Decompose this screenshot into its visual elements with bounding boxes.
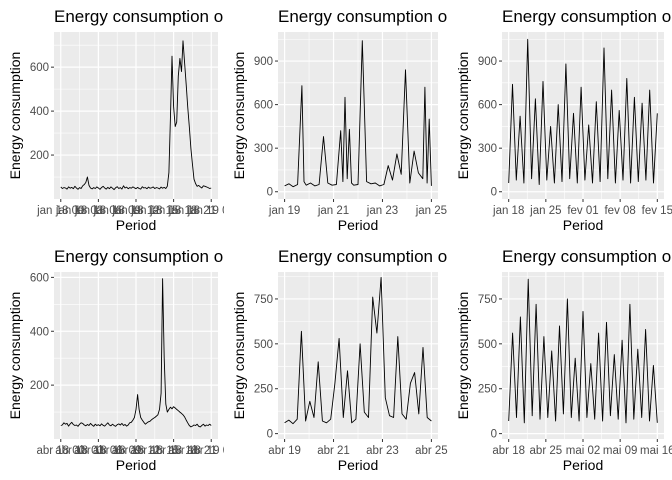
x-tick-label: jan 19 00: [187, 205, 224, 217]
x-tick-label: jan 18 18: [149, 205, 197, 217]
chart-svg-5: 0 250 500 750 abr 19 abr 21 abr 23 abr 25 Energy…: [231, 247, 448, 473]
y-axis-label: Energy consumption: [231, 52, 247, 180]
x-tick-label: mai 16: [640, 445, 672, 457]
y-tick-label: 200: [30, 380, 49, 392]
chart-panel-6: 0 250 500 750 abr 18 abr 25 mai 02 mai 09 mai 16…: [448, 240, 672, 480]
chart-title: Energy consumption o: [54, 7, 223, 26]
chart-panel-2: 0 300 600 900 jan 19 jan 21 jan 23 jan 25 Energy…: [224, 0, 448, 240]
series-line: [60, 278, 212, 428]
x-tick-label: abr 25: [415, 445, 448, 457]
x-axis-label: Period: [338, 217, 378, 233]
x-tick-label: jan 25: [529, 205, 561, 217]
y-tick-label: 200: [30, 150, 49, 162]
x-tick-label: jan 19: [268, 205, 300, 217]
chart-panel-3: 0 300 600 900 jan 18 jan 25 fev 01 fev 08 fev 15…: [448, 0, 672, 240]
y-tick-label: 250: [478, 384, 497, 396]
x-tick-label: fev 15: [642, 205, 672, 217]
x-tick-label: mai 02: [566, 445, 601, 457]
y-axis-label: Energy consumption: [455, 292, 471, 420]
x-tick-label: jan 18 15: [130, 205, 178, 217]
y-tick-label: 750: [254, 294, 273, 306]
x-tick-label: jan 18 21: [168, 205, 216, 217]
x-tick-label: mai 09: [603, 445, 638, 457]
chart-title: Energy consumption o: [278, 247, 447, 266]
x-tick-label: jan 25: [415, 205, 447, 217]
y-tick-label: 400: [30, 326, 49, 338]
x-tick-label: abr 18 03: [55, 445, 104, 457]
x-tick-label: jan 18 06: [74, 205, 122, 217]
x-tick-label: jan 18 12: [111, 205, 159, 217]
x-tick-label: abr 18: [492, 445, 525, 457]
x-tick-label: jan 21: [317, 205, 349, 217]
x-tick-label: abr 21: [317, 445, 350, 457]
x-tick-label: jan 18 00: [36, 205, 84, 217]
chart-panel-5: 0 250 500 750 abr 19 abr 21 abr 23 abr 25 Energy…: [224, 240, 448, 480]
y-tick-label: 250: [254, 384, 273, 396]
y-tick-label: 0: [491, 429, 497, 441]
y-tick-label: 900: [478, 56, 497, 68]
x-tick-label: jan 18 03: [55, 205, 103, 217]
x-tick-label: abr 18 06: [74, 445, 123, 457]
y-axis-label: Energy consumption: [7, 292, 23, 420]
y-tick-label: 300: [478, 143, 497, 155]
x-tick-label: abr 19 00: [187, 445, 224, 457]
series-line: [508, 38, 658, 185]
chart-svg-2: 0 300 600 900 jan 19 jan 21 jan 23 jan 25 Energy…: [231, 7, 447, 233]
y-tick-label: 600: [478, 100, 497, 112]
y-tick-label: 500: [478, 339, 497, 351]
y-tick-label: 300: [254, 143, 273, 155]
x-tick-label: fev 01: [567, 205, 598, 217]
y-tick-label: 600: [30, 272, 49, 284]
x-tick-label: abr 18 09: [93, 445, 142, 457]
chart-panel-1: 200 400 600 jan 18 00 jan 18 03 jan 18 06 jan …: [0, 0, 224, 240]
x-tick-label: jan 23: [366, 205, 398, 217]
x-tick-label: abr 18 12: [112, 445, 161, 457]
chart-title: Energy consumption o: [502, 247, 671, 266]
chart-title: Energy consumption o: [54, 247, 223, 266]
chart-svg-6: 0 250 500 750 abr 18 abr 25 mai 02 mai 09 mai 16…: [455, 247, 672, 473]
x-axis-label: Period: [116, 457, 156, 473]
x-axis-label: Period: [116, 217, 156, 233]
y-tick-label: 500: [254, 339, 273, 351]
series-line: [60, 40, 212, 191]
x-tick-label: abr 18 15: [131, 445, 180, 457]
y-axis-label: Energy consumption: [231, 292, 247, 420]
chart-svg-3: 0 300 600 900 jan 18 jan 25 fev 01 fev 08 fev 15…: [455, 7, 672, 233]
x-axis-label: Period: [338, 457, 378, 473]
y-axis-label: Energy consumption: [455, 52, 471, 180]
x-axis-label: Period: [563, 217, 603, 233]
chart-panel-4: 200 400 600 abr 18 00 abr 18 03 abr 18 06 abr …: [0, 240, 224, 480]
chart-title: Energy consumption o: [278, 7, 447, 26]
x-tick-label: abr 18 21: [168, 445, 217, 457]
x-tick-label: abr 18 18: [149, 445, 198, 457]
x-axis-label: Period: [563, 457, 603, 473]
y-axis-label: Energy consumption: [7, 52, 23, 180]
y-tick-label: 0: [267, 429, 273, 441]
x-tick-label: jan 18 09: [93, 205, 141, 217]
y-tick-label: 0: [491, 187, 497, 199]
y-tick-label: 0: [267, 187, 273, 199]
series-line: [284, 276, 432, 425]
y-tick-label: 750: [478, 294, 497, 306]
y-tick-label: 600: [254, 100, 273, 112]
chart-title: Energy consumption o: [502, 7, 671, 26]
x-tick-label: abr 23: [366, 445, 399, 457]
y-tick-label: 600: [30, 62, 49, 74]
y-tick-label: 900: [254, 56, 273, 68]
y-tick-label: 400: [30, 106, 49, 118]
x-tick-label: fev 08: [604, 205, 635, 217]
x-tick-label: abr 19: [268, 445, 301, 457]
x-tick-label: abr 25: [530, 445, 563, 457]
x-tick-label: jan 18: [492, 205, 524, 217]
series-line: [508, 278, 658, 424]
series-line: [284, 40, 432, 188]
x-tick-label: abr 18 00: [36, 445, 85, 457]
